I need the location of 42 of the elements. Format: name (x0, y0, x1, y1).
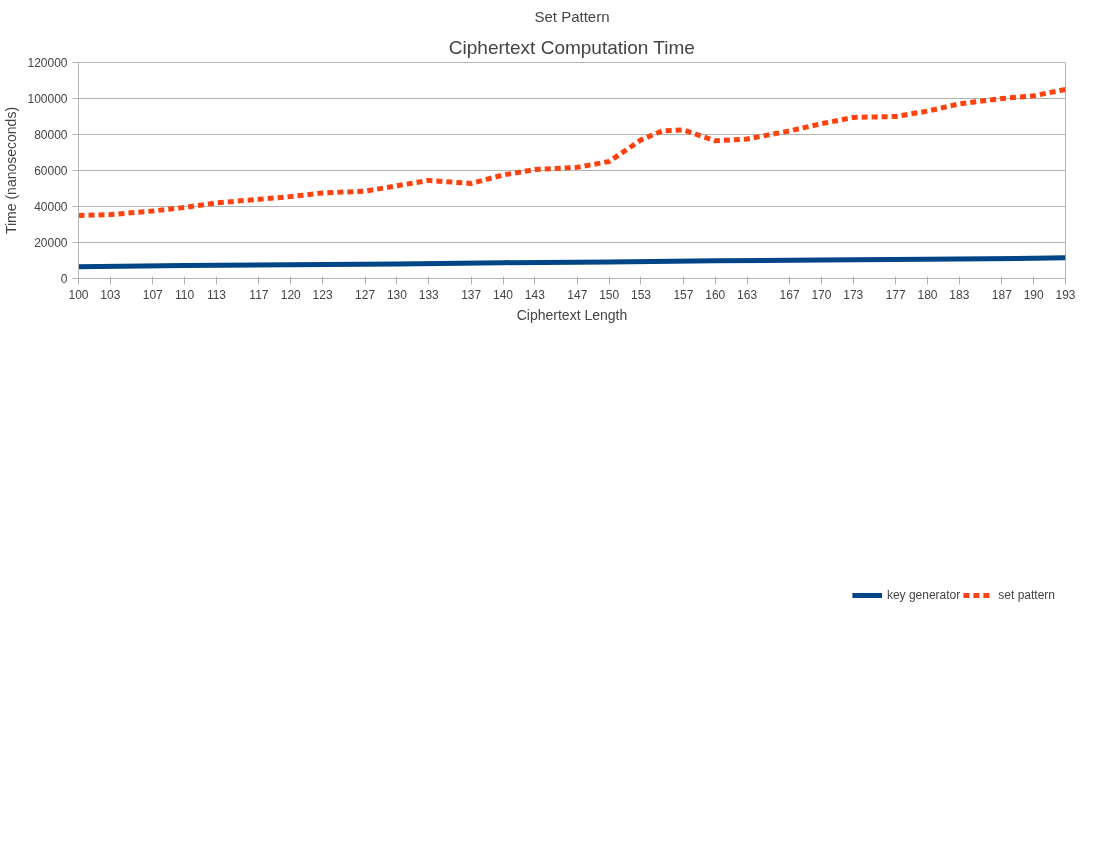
x-tick-label: 113 (206, 287, 227, 302)
legend-label: set pattern (998, 588, 1055, 602)
x-tick-label: 133 (418, 287, 440, 302)
x-tick-label: 127 (355, 287, 376, 302)
x-tick-label: 180 (917, 287, 938, 302)
y-tick-label: 100000 (27, 92, 68, 106)
x-tick-label: 137 (461, 287, 482, 302)
x-tick-label: 120 (280, 287, 302, 302)
y-tick-label: 80000 (34, 128, 68, 142)
x-tick-label: 147 (567, 287, 588, 302)
y-tick-label: 0 (60, 272, 68, 286)
x-tick-label: 100 (68, 287, 89, 302)
chart-subtitle: Set Pattern (534, 7, 610, 25)
x-tick-label: 153 (630, 287, 652, 302)
y-tick-label: 40000 (34, 200, 68, 214)
x-tick-label: 177 (885, 287, 907, 302)
y-axis-title: Time (nanoseconds) (3, 106, 20, 235)
x-tick-label: 140 (493, 287, 514, 302)
legend-label: key generator (886, 588, 961, 602)
x-tick-label: 193 (1055, 287, 1076, 302)
y-tick-label: 60000 (34, 164, 68, 178)
x-tick-label: 150 (599, 287, 620, 302)
x-tick-label: 163 (737, 287, 758, 302)
x-tick-label: 123 (312, 287, 333, 302)
x-tick-label: 110 (175, 287, 195, 302)
y-tick-label: 20000 (34, 236, 68, 250)
x-tick-label: 187 (991, 287, 1013, 302)
x-tick-label: 107 (142, 287, 164, 302)
x-tick-label: 143 (524, 287, 546, 302)
x-tick-label: 173 (843, 287, 864, 302)
x-axis-title: Ciphertext Length (516, 306, 628, 323)
x-tick-label: 157 (673, 287, 694, 302)
x-tick-label: 130 (386, 287, 408, 302)
x-tick-label: 160 (705, 287, 726, 302)
x-tick-label: 103 (100, 287, 121, 302)
x-tick-label: 190 (1023, 287, 1044, 302)
x-tick-label: 167 (779, 287, 800, 302)
chart-title: Ciphertext Computation Time (448, 36, 695, 58)
x-tick-label: 170 (811, 287, 832, 302)
x-tick-label: 183 (949, 287, 970, 302)
x-tick-label: 117 (249, 287, 269, 302)
y-tick-label: 120000 (27, 56, 68, 70)
